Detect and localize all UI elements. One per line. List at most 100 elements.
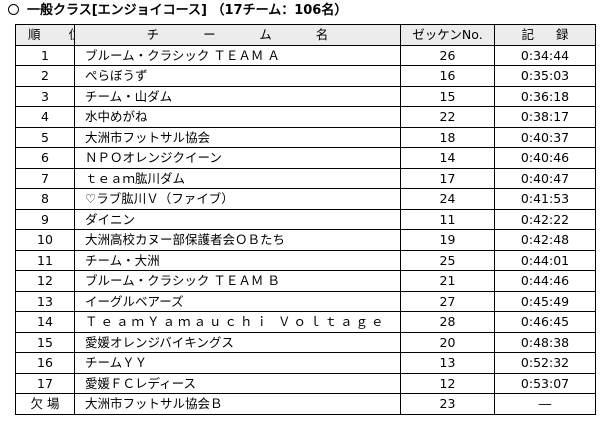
team-cell: 愛媛オレンジバイキングス (74, 331, 401, 353)
table-row: 欠 場大洲市フットサル協会Ｂ 23 ― (15, 393, 596, 415)
rank-cell: 2 (15, 65, 75, 87)
rank-cell: 6 (15, 147, 75, 169)
bib-cell: 17 (400, 167, 495, 189)
team-cell: 愛媛ＦＣレディース (74, 372, 401, 394)
team-cell: チーム・山ダム (74, 85, 401, 107)
table-row: 4 水中めがね 22 0:38:17 (15, 106, 596, 128)
table-row: 17 愛媛ＦＣレディース 12 0:53:07 (15, 372, 596, 394)
rank-cell: 17 (15, 372, 75, 394)
rank-cell: 7 (15, 167, 75, 189)
bib-cell: 15 (400, 85, 495, 107)
time-cell: 0:34:44 (494, 44, 596, 66)
time-cell: 0:40:47 (494, 167, 596, 189)
results-body: 1 ブルーム・クラシック ＴＥＡＭ Ａ 26 0:34:44 2 ぺらぼうず 16 0:35:… (15, 44, 596, 415)
time-cell: 0:40:46 (494, 147, 596, 169)
table-row: 16 チームＹＹ 13 0:52:32 (15, 352, 596, 374)
time-cell: 0:35:03 (494, 65, 596, 87)
table-row: 11 チーム・大洲 25 0:44:01 (15, 249, 596, 271)
bib-cell: 23 (400, 393, 495, 415)
time-cell: 0:42:22 (494, 208, 596, 230)
rank-cell: 9 (15, 208, 75, 230)
bib-cell: 12 (400, 372, 495, 394)
header-rank: 順 位 (15, 24, 75, 46)
bib-cell: 21 (400, 270, 495, 292)
table-row: 9 ダイニン 11 0:42:22 (15, 208, 596, 230)
table-row: 8 ♡ラブ肱川Ｖ（ファイブ） 24 0:41:53 (15, 188, 596, 210)
rank-cell: 8 (15, 188, 75, 210)
bib-cell: 14 (400, 147, 495, 169)
table-row: 6 ＮＰＯオレンジクイーン 14 0:40:46 (15, 147, 596, 169)
team-cell: ぺらぼうず (74, 65, 401, 87)
team-cell: 水中めがね (74, 106, 401, 128)
time-cell: ― (494, 393, 596, 415)
bib-cell: 13 (400, 352, 495, 374)
heading-text: 一般クラス[エンジョイコース] （17チーム：106名） (27, 3, 348, 18)
team-cell: ＮＰＯオレンジクイーン (74, 147, 401, 169)
results-heading: 一般クラス[エンジョイコース] （17チーム：106名） (8, 2, 347, 20)
time-cell: 0:45:49 (494, 290, 596, 312)
team-cell: ＴｅａｍＹａｍａｕｃｈｉ Ｖｏｌｔａｇｅ (74, 311, 401, 333)
rank-cell: 13 (15, 290, 75, 312)
bib-cell: 27 (400, 290, 495, 312)
time-cell: 0:40:37 (494, 126, 596, 148)
rank-cell: 14 (15, 311, 75, 333)
table-row: 3 チーム・山ダム 15 0:36:18 (15, 85, 596, 107)
bib-cell: 19 (400, 229, 495, 251)
rank-cell: 欠 場 (15, 393, 75, 415)
team-cell: ブルーム・クラシック ＴＥＡＭ Ｂ (74, 270, 401, 292)
time-cell: 0:36:18 (494, 85, 596, 107)
rank-cell: 10 (15, 229, 75, 251)
team-cell: チーム・大洲 (74, 249, 401, 271)
table-row: 13 イーグルベアーズ 27 0:45:49 (15, 290, 596, 312)
rank-cell: 16 (15, 352, 75, 374)
table-row: 5 大洲市フットサル協会 18 0:40:37 (15, 126, 596, 148)
table-row: 15 愛媛オレンジバイキングス 20 0:48:38 (15, 331, 596, 353)
header-bib: ゼッケンNo. (400, 24, 495, 46)
rank-cell: 15 (15, 331, 75, 353)
team-cell: ブルーム・クラシック ＴＥＡＭ Ａ (74, 44, 401, 66)
team-cell: 大洲市フットサル協会 (74, 126, 401, 148)
bib-cell: 26 (400, 44, 495, 66)
header-team: チーム名 (74, 24, 401, 46)
time-cell: 0:52:32 (494, 352, 596, 374)
header-row: 順 位 チーム名 ゼッケンNo. 記録 (15, 24, 596, 46)
bib-cell: 18 (400, 126, 495, 148)
bib-cell: 16 (400, 65, 495, 87)
bib-cell: 28 (400, 311, 495, 333)
rank-cell: 3 (15, 85, 75, 107)
time-cell: 0:41:53 (494, 188, 596, 210)
team-cell: 大洲高校カヌー部保護者会ＯＢたち (74, 229, 401, 251)
rank-cell: 4 (15, 106, 75, 128)
table-row: 14 ＴｅａｍＹａｍａｕｃｈｉ Ｖｏｌｔａｇｅ 28 0:46:45 (15, 311, 596, 333)
bib-cell: 22 (400, 106, 495, 128)
bib-cell: 24 (400, 188, 495, 210)
time-cell: 0:46:45 (494, 311, 596, 333)
table-row: 1 ブルーム・クラシック ＴＥＡＭ Ａ 26 0:34:44 (15, 44, 596, 66)
bib-cell: 11 (400, 208, 495, 230)
table-row: 12 ブルーム・クラシック ＴＥＡＭ Ｂ 21 0:44:46 (15, 270, 596, 292)
rank-cell: 12 (15, 270, 75, 292)
team-cell: ｔｅａｍ肱川ダム (74, 167, 401, 189)
team-cell: ♡ラブ肱川Ｖ（ファイブ） (74, 188, 401, 210)
team-cell: イーグルベアーズ (74, 290, 401, 312)
header-time: 記録 (494, 24, 596, 46)
rank-cell: 5 (15, 126, 75, 148)
team-cell: ダイニン (74, 208, 401, 230)
rank-cell: 11 (15, 249, 75, 271)
time-cell: 0:38:17 (494, 106, 596, 128)
rank-cell: 1 (15, 44, 75, 66)
time-cell: 0:48:38 (494, 331, 596, 353)
bib-cell: 20 (400, 331, 495, 353)
team-cell: 大洲市フットサル協会Ｂ (74, 393, 401, 415)
table-row: 10 大洲高校カヌー部保護者会ＯＢたち 19 0:42:48 (15, 229, 596, 251)
time-cell: 0:44:46 (494, 270, 596, 292)
time-cell: 0:53:07 (494, 372, 596, 394)
circle-bullet-icon (8, 4, 19, 15)
time-cell: 0:44:01 (494, 249, 596, 271)
table-row: 7 ｔｅａｍ肱川ダム 17 0:40:47 (15, 167, 596, 189)
bib-cell: 25 (400, 249, 495, 271)
table-row: 2 ぺらぼうず 16 0:35:03 (15, 65, 596, 87)
time-cell: 0:42:48 (494, 229, 596, 251)
team-cell: チームＹＹ (74, 352, 401, 374)
